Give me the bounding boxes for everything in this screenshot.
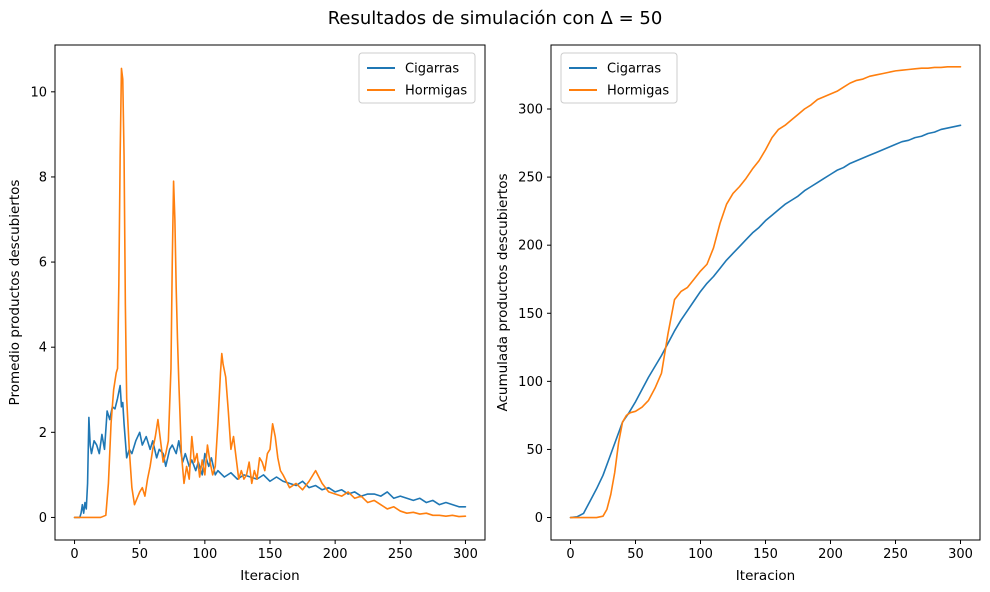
x-tick-label: 50 xyxy=(131,547,148,562)
y-tick-label: 50 xyxy=(526,443,543,458)
y-tick-label: 10 xyxy=(30,85,47,100)
right-subplot: 0 50 100 150 200 250 300 0 50 100 150 200 250 300 Iter… xyxy=(495,44,981,584)
y-axis-label: Promedio productos descubiertos xyxy=(7,180,23,406)
left-subplot: 0 50 100 150 200 250 300 0 2 4 6 8 10 Iteracion Promed… xyxy=(7,44,486,584)
y-tick-label: 8 xyxy=(39,170,47,185)
legend-label-cigarras: Cigarras xyxy=(607,62,661,77)
y-tick-label: 100 xyxy=(518,375,543,390)
x-tick-label: 0 xyxy=(70,547,78,562)
x-tick-label: 200 xyxy=(323,547,348,562)
series-line-cigarras xyxy=(73,384,467,519)
y-tick-label: 300 xyxy=(518,103,543,118)
y-tick-label: 2 xyxy=(39,426,47,441)
y-tick-label: 150 xyxy=(518,307,543,322)
legend: Cigarras Hormigas xyxy=(560,52,678,104)
x-tick-label: 300 xyxy=(948,547,973,562)
x-tick-label: 300 xyxy=(453,547,478,562)
series-line-hormigas xyxy=(569,65,962,519)
figure-suptitle: Resultados de simulación con Δ = 50 xyxy=(328,8,663,29)
x-tick-label: 250 xyxy=(388,547,413,562)
legend-label-hormigas: Hormigas xyxy=(607,84,669,99)
x-tick-label: 100 xyxy=(688,547,713,562)
legend-label-cigarras: Cigarras xyxy=(405,62,459,77)
y-tick-label: 250 xyxy=(518,171,543,186)
x-tick-label: 200 xyxy=(818,547,843,562)
legend-label-hormigas: Hormigas xyxy=(405,84,467,99)
x-tick-label: 150 xyxy=(258,547,283,562)
x-tick-label: 150 xyxy=(753,547,778,562)
y-tick-label: 4 xyxy=(39,341,47,356)
legend: Cigarras Hormigas xyxy=(358,52,476,104)
x-tick-label: 0 xyxy=(566,547,574,562)
series-line-hormigas xyxy=(73,67,467,519)
x-tick-label: 100 xyxy=(192,547,217,562)
y-tick-label: 0 xyxy=(39,511,47,526)
y-tick-label: 0 xyxy=(535,511,543,526)
y-tick-label: 200 xyxy=(518,239,543,254)
y-tick-label: 6 xyxy=(39,256,47,271)
x-axis-label: Iteracion xyxy=(240,568,299,584)
x-tick-label: 250 xyxy=(883,547,908,562)
series-line-cigarras xyxy=(569,124,962,519)
x-tick-label: 50 xyxy=(627,547,644,562)
x-axis-label: Iteracion xyxy=(736,568,795,584)
y-axis-label: Acumulada productos descubiertos xyxy=(495,174,511,412)
